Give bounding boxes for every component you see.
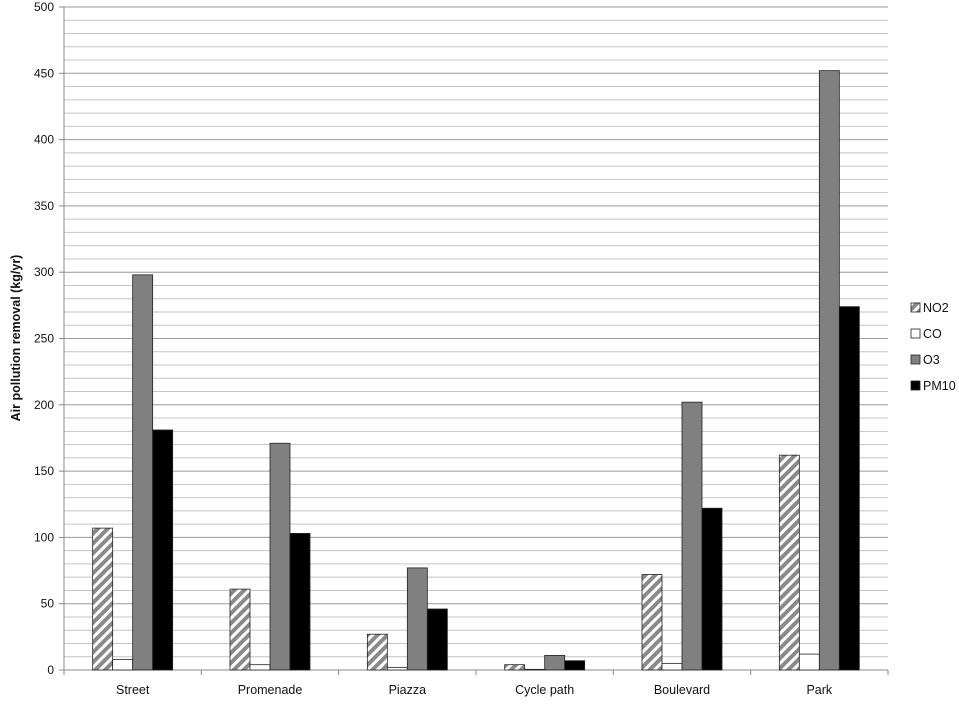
y-tick-label: 0	[47, 663, 54, 677]
bar-no2-boulevard	[641, 574, 663, 671]
legend-swatch-pm10	[910, 380, 921, 391]
gridlines	[64, 6, 888, 658]
bar-no2-park	[778, 454, 800, 671]
y-tick-label: 100	[34, 530, 54, 544]
y-tick-label: 50	[41, 597, 55, 611]
x-category-label: Street	[116, 683, 150, 697]
legend-swatch-co	[910, 328, 921, 339]
x-category-label: Piazza	[389, 683, 427, 697]
bar-o3-park	[818, 70, 840, 671]
bar-o3-cycle-path	[544, 655, 566, 671]
bar-o3-street	[132, 274, 154, 671]
bar-co-piazza	[386, 666, 408, 671]
y-tick-label: 350	[34, 199, 54, 213]
bar-pm10-park	[838, 306, 860, 671]
bar-no2-promenade	[229, 588, 251, 671]
bar-no2-cycle-path	[504, 664, 526, 671]
bar-no2-street	[92, 527, 114, 671]
legend-label-pm10: PM10	[923, 379, 956, 393]
x-category-label: Promenade	[238, 683, 303, 697]
y-axis-label: Air pollution removal (kg/yr)	[9, 255, 23, 422]
bar-pm10-boulevard	[701, 507, 723, 671]
x-category-label: Park	[806, 683, 832, 697]
axes	[59, 6, 889, 675]
y-tick-label: 500	[34, 0, 54, 14]
bars	[92, 70, 860, 671]
bar-o3-promenade	[269, 442, 291, 671]
y-tick-label: 150	[34, 464, 54, 478]
bar-co-cycle-path	[524, 668, 546, 671]
bar-co-street	[112, 658, 134, 671]
bar-pm10-street	[152, 429, 174, 671]
bar-co-boulevard	[661, 662, 683, 671]
legend-label-no2: NO2	[923, 301, 949, 315]
legend-label-o3: O3	[923, 353, 940, 367]
bar-pm10-piazza	[426, 608, 448, 671]
legend: NO2 CO O3 PM10	[910, 301, 956, 393]
tick-labels: 0 50 100 150 200 250 300 350 400 450 500	[34, 0, 54, 677]
x-category-label: Cycle path	[515, 683, 574, 697]
category-labels: Street Promenade Piazza Cycle path Boulevard…	[116, 683, 833, 697]
y-tick-label: 450	[34, 66, 54, 80]
y-tick-label: 300	[34, 265, 54, 279]
legend-swatch-o3	[910, 354, 921, 365]
bar-co-promenade	[249, 664, 271, 671]
y-tick-label: 400	[34, 133, 54, 147]
bar-pm10-promenade	[289, 533, 311, 671]
y-tick-label: 250	[34, 332, 54, 346]
bar-pm10-cycle-path	[564, 660, 586, 671]
bar-co-park	[798, 653, 820, 671]
bar-o3-piazza	[406, 567, 428, 671]
bar-o3-boulevard	[681, 401, 703, 671]
legend-swatch-no2	[910, 302, 921, 313]
bar-no2-piazza	[366, 633, 388, 671]
x-category-label: Boulevard	[654, 683, 710, 697]
y-tick-label: 200	[34, 398, 54, 412]
legend-label-co: CO	[923, 327, 942, 341]
